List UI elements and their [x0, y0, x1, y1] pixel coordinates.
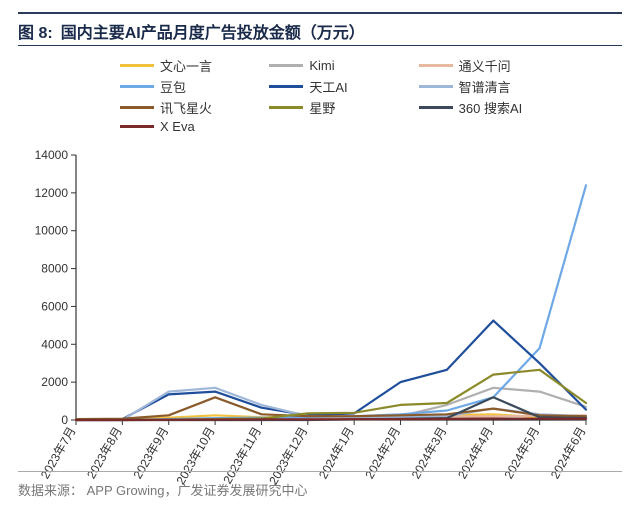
figure-number: 图 8: [18, 19, 53, 43]
legend-swatch [419, 64, 453, 67]
series-line [76, 370, 586, 420]
legend-item: Kimi [269, 56, 410, 75]
legend-swatch [120, 125, 154, 128]
y-tick-label: 10000 [35, 224, 69, 238]
legend-item: 豆包 [120, 77, 261, 96]
legend-item: 通义千问 [419, 56, 560, 75]
source-text: APP Growing，广发证券发展研究中心 [87, 483, 308, 498]
legend-swatch [120, 64, 154, 67]
chart-plot-area: 020004000600080001000012000140002023年7月2… [76, 150, 596, 420]
legend-item: 星野 [269, 98, 410, 117]
y-axis: 0 2000 4000 6000 8000 10000 12000 14000 [35, 148, 76, 427]
legend-label: 通义千问 [459, 56, 511, 75]
legend-item: 360 搜索AI [419, 98, 560, 117]
legend-item: 天工AI [269, 77, 410, 96]
legend-label: 豆包 [160, 77, 186, 96]
y-tick-label: 8000 [41, 262, 68, 276]
y-tick-label: 12000 [35, 186, 69, 200]
legend-swatch [419, 106, 453, 109]
chart-title: 国内主要AI产品月度广告投放金额（万元） [61, 19, 365, 43]
legend-swatch [120, 85, 154, 88]
legend-item: 文心一言 [120, 56, 261, 75]
legend-label: 星野 [309, 98, 335, 117]
legend-swatch [419, 85, 453, 88]
legend-label: X Eva [160, 119, 195, 134]
legend-label: 天工AI [309, 77, 347, 96]
legend-item: 讯飞星火 [120, 98, 261, 117]
legend-swatch [269, 64, 303, 67]
chart-title-bar: 图 8: 国内主要AI产品月度广告投放金额（万元） [18, 12, 622, 46]
legend-swatch [269, 85, 303, 88]
source-prefix: 数据来源： [18, 483, 83, 498]
y-tick-label: 0 [61, 413, 68, 427]
legend-label: 讯飞星火 [160, 98, 212, 117]
chart-source-line: 数据来源： APP Growing，广发证券发展研究中心 [18, 471, 622, 499]
y-tick-label: 6000 [41, 299, 68, 313]
legend-label: 文心一言 [160, 56, 212, 75]
legend-label: Kimi [309, 58, 334, 73]
legend-item: X Eva [120, 119, 261, 134]
figure-container: 图 8: 国内主要AI产品月度广告投放金额（万元） 文心一言 Kimi 通义千问豆包… [0, 0, 640, 519]
chart-legend: 文心一言 Kimi 通义千问豆包 天工AI 智谱清言讯飞星火 星野 360 搜索AI X Ev… [120, 56, 560, 134]
legend-label: 360 搜索AI [459, 98, 523, 117]
legend-label: 智谱清言 [459, 77, 511, 96]
legend-swatch [120, 106, 154, 109]
series-line [76, 185, 586, 420]
y-tick-label: 14000 [35, 148, 69, 162]
y-tick-label: 4000 [41, 337, 68, 351]
legend-item: 智谱清言 [419, 77, 560, 96]
chart-svg: 020004000600080001000012000140002023年7月2… [76, 150, 596, 420]
legend-swatch [269, 106, 303, 109]
y-tick-label: 2000 [41, 375, 68, 389]
